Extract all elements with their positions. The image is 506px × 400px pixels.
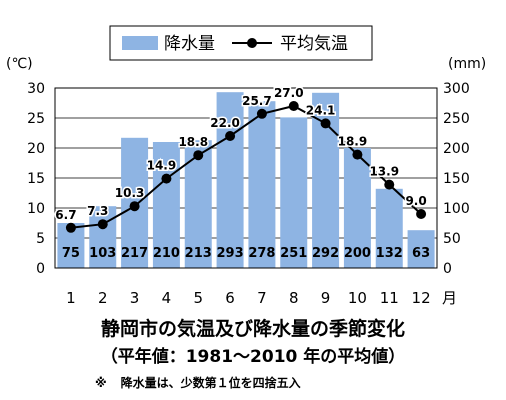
footnote-text: 降水量は、少数第１位を四捨五入 bbox=[120, 376, 301, 390]
legend-label-precip: 降水量 bbox=[164, 34, 215, 54]
x-axis-unit: 月 bbox=[442, 289, 457, 307]
left-axis-tick-label: 30 bbox=[27, 81, 45, 97]
temperature-point bbox=[384, 179, 395, 190]
temperature-point bbox=[320, 118, 331, 129]
footnote: ※ 降水量は、少数第１位を四捨五入 bbox=[95, 374, 315, 391]
precip-bar bbox=[216, 92, 244, 268]
x-tick-label: 5 bbox=[193, 289, 203, 307]
chart-subtitle: （平年値：1981～2010 年の平均値） bbox=[100, 347, 406, 367]
x-tick-label: 9 bbox=[321, 289, 331, 307]
plot-frame bbox=[54, 87, 438, 269]
left-axis-tick-label: 15 bbox=[27, 171, 45, 187]
temperature-point bbox=[161, 173, 172, 184]
right-axis-tick-label: 150 bbox=[443, 171, 470, 187]
bar-value-label: 293 bbox=[217, 246, 244, 261]
climate-chart: 75 103 217 210 213 293 278 251 292 200 132 636.7 7.3… bbox=[6, 25, 486, 307]
chart-title: 静岡市の気温及び降水量の季節変化 bbox=[100, 318, 405, 340]
bar-value-label: 251 bbox=[280, 246, 307, 261]
left-axis-tick-label: 10 bbox=[27, 201, 45, 217]
precip-bar bbox=[407, 230, 435, 268]
bar-value-label: 213 bbox=[185, 246, 212, 261]
left-axis-tick-label: 25 bbox=[27, 111, 45, 127]
right-axis-unit: (mm) bbox=[448, 56, 486, 72]
right-axis-tick-label: 250 bbox=[443, 111, 470, 127]
x-tick-label: 3 bbox=[130, 289, 140, 307]
temperature-point bbox=[416, 209, 427, 219]
temperature-value-label: 10.3 bbox=[115, 186, 145, 200]
temperature-point bbox=[129, 201, 140, 212]
bar-value-label: 292 bbox=[312, 246, 339, 261]
temperature-value-label: 25.7 bbox=[242, 94, 272, 108]
temperature-value-label: 6.7 bbox=[55, 208, 76, 222]
temperature-point bbox=[352, 149, 363, 160]
precip-bar bbox=[248, 101, 276, 268]
precip-bar bbox=[375, 188, 403, 268]
temperature-point bbox=[256, 108, 267, 119]
left-axis-unit: (℃) bbox=[6, 56, 33, 72]
x-tick-label: 4 bbox=[162, 289, 172, 307]
temperature-value-label: 27.0 bbox=[274, 86, 304, 100]
x-tick-label: 2 bbox=[98, 289, 108, 307]
x-tick-label: 6 bbox=[225, 289, 235, 307]
x-tick-label: 12 bbox=[412, 289, 431, 307]
precip-bar bbox=[280, 117, 308, 269]
bar-value-label: 75 bbox=[62, 246, 80, 261]
temperature-value-label: 18.9 bbox=[338, 135, 368, 149]
temperature-value-label: 7.3 bbox=[87, 204, 108, 218]
left-axis-tick-label: 20 bbox=[27, 141, 45, 157]
temperature-value-label: 22.0 bbox=[210, 116, 240, 130]
footnote-mark: ※ bbox=[95, 376, 107, 390]
legend-marker-temperature bbox=[247, 38, 257, 48]
temperature-point bbox=[225, 131, 236, 141]
precip-bar bbox=[152, 142, 180, 268]
left-axis-tick-label: 5 bbox=[36, 231, 45, 247]
temperature-point bbox=[288, 101, 299, 111]
bar-value-label: 278 bbox=[248, 246, 275, 261]
x-tick-label: 7 bbox=[257, 289, 267, 307]
x-tick-label: 11 bbox=[380, 289, 399, 307]
precip-bar bbox=[89, 206, 117, 268]
temperature-point bbox=[97, 219, 108, 230]
x-tick-label: 1 bbox=[66, 289, 76, 307]
legend-swatch-precip bbox=[122, 36, 158, 50]
left-axis-tick-label: 0 bbox=[36, 261, 45, 277]
temperature-value-label: 24.1 bbox=[306, 103, 336, 117]
right-axis-tick-label: 300 bbox=[443, 81, 470, 97]
temperature-value-label: 13.9 bbox=[369, 165, 399, 179]
right-axis-tick-label: 0 bbox=[443, 261, 452, 277]
temperature-point bbox=[193, 150, 204, 161]
x-tick-label: 10 bbox=[348, 289, 367, 307]
temperature-value-label: 14.9 bbox=[147, 159, 177, 173]
bar-value-label: 210 bbox=[153, 246, 180, 261]
bar-value-label: 63 bbox=[412, 246, 430, 261]
x-tick-label: 8 bbox=[289, 289, 299, 307]
precip-bar bbox=[343, 148, 371, 268]
temperature-value-label: 18.8 bbox=[178, 135, 208, 149]
bar-value-label: 217 bbox=[121, 246, 148, 261]
right-axis-tick-label: 50 bbox=[443, 231, 461, 247]
right-axis-tick-label: 100 bbox=[443, 201, 470, 217]
legend-label-temperature: 平均気温 bbox=[280, 34, 348, 54]
bar-value-label: 103 bbox=[89, 246, 116, 261]
right-axis-tick-label: 200 bbox=[443, 141, 470, 157]
bar-value-label: 200 bbox=[344, 246, 371, 261]
temperature-point bbox=[65, 222, 76, 233]
temperature-line bbox=[70, 104, 422, 229]
bar-value-label: 132 bbox=[376, 246, 403, 261]
temperature-value-label: 9.0 bbox=[405, 194, 426, 208]
